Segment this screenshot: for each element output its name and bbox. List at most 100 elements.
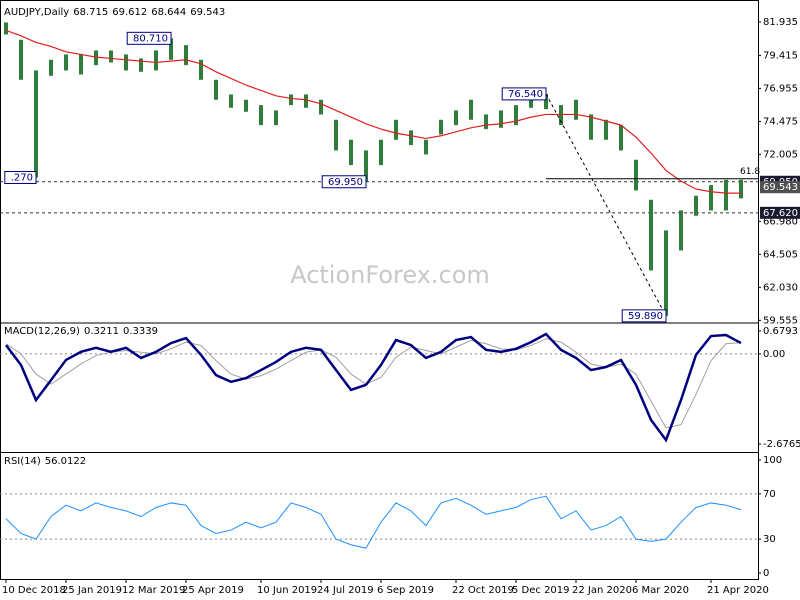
header-value: 69.612 — [112, 7, 147, 18]
trend-line — [545, 93, 667, 317]
price-bar — [154, 50, 158, 71]
level-label: 67.620 — [763, 208, 798, 219]
price-bar — [94, 50, 98, 66]
y-tick-label: 74.475 — [763, 116, 798, 127]
price-bar — [199, 59, 203, 80]
price-bar — [664, 230, 668, 316]
price-bar — [694, 195, 698, 216]
price-bar — [514, 105, 518, 126]
price-bar — [649, 199, 653, 271]
price-bar — [334, 119, 338, 151]
y-tick-label: 0 — [763, 568, 769, 579]
annotation-label: 80.710 — [133, 33, 168, 44]
y-tick-label: 0.00 — [763, 349, 785, 360]
price-bar — [454, 110, 458, 126]
y-tick-label: 30 — [763, 534, 776, 545]
x-tick-label: 6 Mar 2020 — [632, 585, 689, 596]
header-value: 0.3339 — [123, 326, 158, 337]
price-bar — [544, 93, 548, 110]
watermark: ActionForex.com — [290, 261, 490, 289]
y-tick-label: -2.6765 — [763, 439, 800, 450]
price-bar — [214, 79, 218, 100]
price-bar — [739, 179, 743, 199]
header-value: 68.715 — [73, 7, 108, 18]
indicator-header: RSI(14) 56.0122 — [4, 456, 86, 467]
indicator-line — [5, 332, 742, 443]
price-bar — [244, 99, 248, 112]
y-tick-label: 81.935 — [763, 17, 798, 28]
price-bar — [274, 110, 278, 126]
y-tick-label: 62.030 — [763, 282, 798, 293]
price-bar — [409, 130, 413, 146]
price-bar — [139, 58, 143, 72]
price-bar — [469, 99, 473, 120]
price-bar — [79, 54, 83, 75]
current-price: 69.543 — [763, 182, 798, 193]
price-bar — [124, 54, 128, 71]
price-bar — [19, 39, 23, 80]
x-tick-label: 10 Dec 2018 — [2, 585, 66, 596]
x-tick-label: 24 Jul 2019 — [317, 585, 374, 596]
price-bar — [499, 110, 503, 128]
price-bar — [709, 185, 713, 211]
x-tick-label: 6 Sep 2019 — [377, 585, 434, 596]
indicator-header: AUDJPY,Daily 68.715 69.612 68.644 69.543 — [4, 7, 225, 18]
price-bar — [49, 59, 53, 76]
x-tick-label: 22 Jan 2020 — [572, 585, 632, 596]
price-bar — [349, 139, 353, 166]
price-bar — [364, 150, 368, 182]
price-bar — [4, 22, 8, 35]
header-value: 0.3211 — [84, 326, 119, 337]
x-tick-label: 10 Jun 2019 — [257, 585, 317, 596]
price-bar — [259, 105, 263, 126]
header-value: MACD(12,26,9) — [4, 326, 80, 337]
y-tick-label: 70 — [763, 489, 776, 500]
annotation-label: 76.540 — [508, 89, 543, 100]
price-bar — [559, 105, 563, 126]
price-bar — [394, 119, 398, 140]
price-bar — [379, 139, 383, 166]
price-bar — [229, 94, 233, 108]
price-bar — [604, 119, 608, 140]
price-bar — [439, 119, 443, 135]
price-bar — [619, 125, 623, 151]
annotation-box — [126, 31, 172, 45]
x-tick-label: 5 Dec 2019 — [512, 585, 570, 596]
indicator-header: MACD(12,26,9) 0.3211 0.3339 — [4, 326, 158, 337]
price-bar — [424, 139, 428, 155]
price-bar — [634, 159, 638, 191]
annotation-label: 69.950 — [328, 177, 363, 188]
price-bar — [529, 95, 533, 108]
annotation-box — [621, 309, 667, 323]
y-tick-label: 64.505 — [763, 249, 798, 260]
price-box — [760, 181, 800, 194]
x-tick-label: 25 Apr 2019 — [182, 585, 244, 596]
annotation-label: .270 — [11, 172, 33, 183]
header-value: 69.543 — [190, 7, 225, 18]
price-bar — [679, 210, 683, 251]
annotation-box — [501, 87, 547, 101]
y-tick-label: 66.980 — [763, 216, 798, 227]
frame — [0, 0, 759, 580]
x-tick-label: 25 Jan 2019 — [62, 585, 122, 596]
price-bar — [484, 114, 488, 130]
y-tick-label: 0.6793 — [763, 326, 798, 337]
annotation-box — [4, 170, 37, 184]
annotation-box — [321, 175, 367, 189]
fibo-label: 61.8 — [740, 167, 760, 177]
y-tick-label: 79.415 — [763, 51, 798, 62]
x-tick-label: 21 Apr 2020 — [707, 585, 769, 596]
header-value: AUDJPY,Daily — [4, 7, 69, 18]
moving-average — [5, 29, 741, 194]
header-value: RSI(14) — [4, 456, 41, 467]
y-tick-label: 76.955 — [763, 83, 798, 94]
header-value: 56.0122 — [45, 456, 86, 467]
price-bar — [574, 99, 578, 120]
y-tick-label: 59.555 — [763, 315, 798, 326]
indicator-line — [5, 495, 742, 549]
y-tick-label: 72.005 — [763, 149, 798, 160]
price-bar — [289, 94, 293, 106]
price-bar — [589, 114, 593, 140]
y-tick-label: 100 — [763, 455, 782, 466]
